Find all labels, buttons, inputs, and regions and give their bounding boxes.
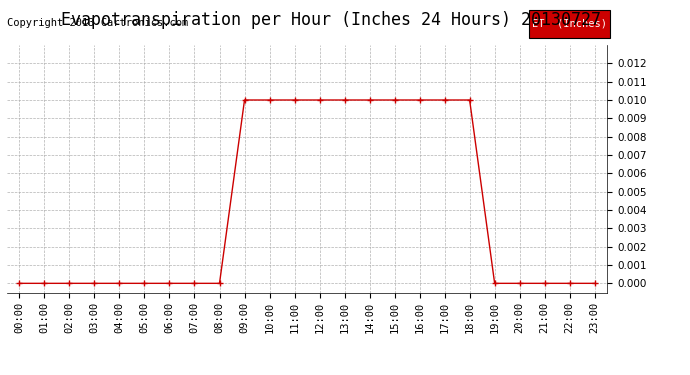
Text: ET  (Inches): ET (Inches) <box>532 19 607 29</box>
Text: Copyright 2013 Cartronics.com: Copyright 2013 Cartronics.com <box>7 18 188 28</box>
Text: Evapotranspiration per Hour (Inches 24 Hours) 20130727: Evapotranspiration per Hour (Inches 24 H… <box>61 11 601 29</box>
FancyBboxPatch shape <box>529 10 610 38</box>
